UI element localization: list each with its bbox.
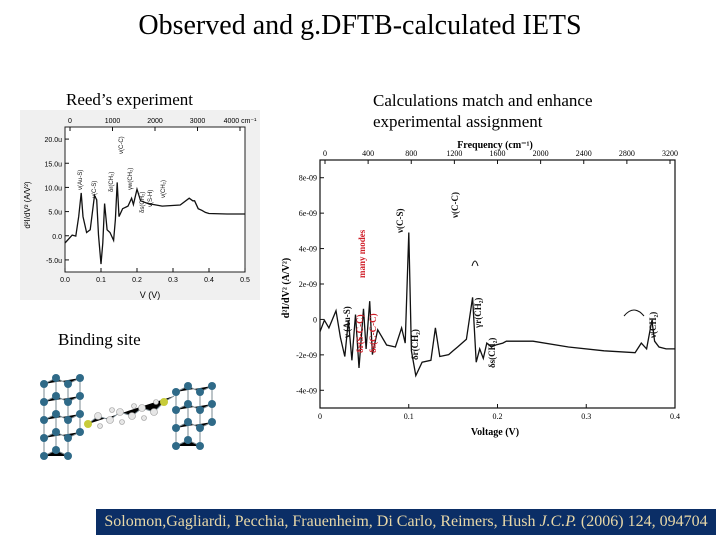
- brace-mark: [623, 309, 645, 317]
- citation-bar: Solomon,Gagliardi, Pecchia, Frauenheim, …: [96, 509, 716, 535]
- calc-annotation: ν(CH₂): [648, 312, 658, 339]
- citation-journal: J.C.P.: [539, 513, 577, 530]
- calc-y-tick-label: 6e-09: [299, 209, 317, 218]
- binding-site-label: Binding site: [58, 330, 141, 349]
- reed-annotation: ν(CH₂): [161, 180, 167, 198]
- reed-experiment-label: Reed’s experiment: [66, 90, 193, 109]
- slide-title: Observed and g.DFTB-calculated IETS: [138, 10, 582, 41]
- reed-top-tick-label: 2000: [147, 118, 163, 125]
- reed-x-tick-label: 0.5: [240, 277, 250, 284]
- calc-x-tick-label: 0.4: [670, 412, 680, 421]
- calc-y-tick-label: 0: [313, 315, 317, 324]
- reed-annotation: ν(S-H): [148, 190, 154, 207]
- calc-annotation: ν(C-C): [450, 192, 460, 219]
- reed-chart: 0.0 0.1 0.2 0.3 0.4 0.5 20.0u 15.0u 10.0u 5.0u 0.…: [20, 110, 260, 300]
- reed-y-tick-label: 0.0: [52, 234, 62, 241]
- calc-y-axis-label: d²I/dV² (A/V²): [281, 258, 292, 318]
- reed-x-axis-label: V (V): [140, 290, 161, 300]
- calc-x-axis-label: Voltage (V): [471, 427, 519, 438]
- binding-site-molecule: [40, 374, 216, 460]
- calc-series-line: [319, 232, 675, 378]
- reed-x-tick-label: 0.1: [96, 277, 106, 284]
- calc-y-tick-label: -2e-09: [296, 351, 317, 360]
- brace-mark: [471, 260, 479, 267]
- electrode-lattice-left: [43, 377, 81, 457]
- reed-annotation: δr(CH₂): [109, 172, 115, 192]
- calc-x-tick-label: 0.1: [404, 412, 414, 421]
- reed-annotation: ν(C-C): [119, 136, 125, 154]
- calc-x-tick-label: 0.2: [493, 412, 503, 421]
- calc-y-tick-label: 8e-09: [299, 174, 317, 183]
- reed-x-tick-label: 0.3: [168, 277, 178, 284]
- calc-chart-title: Frequency (cm⁻¹): [457, 140, 533, 151]
- reed-y-tick-label: 15.0u: [44, 161, 62, 168]
- calc-x-tick-label: 0: [318, 412, 322, 421]
- reed-y-tick-label: 10.0u: [44, 185, 62, 192]
- reed-annotation: ν(Au-S): [78, 170, 84, 190]
- calc-annotation: δs(C-C-C): [368, 313, 378, 353]
- calc-annotation-many-modes: many modes: [357, 229, 367, 278]
- calc-plot-frame: [319, 159, 676, 409]
- calc-top-tick-label: 2000: [533, 149, 549, 158]
- calc-annotation: ν (Au-S): [342, 306, 352, 339]
- calc-top-tick-label: 2800: [619, 149, 635, 158]
- reed-annotation: γw(CH₂): [128, 168, 134, 190]
- calculations-label: Calculations match and enhance experimen…: [373, 91, 593, 131]
- calc-top-tick-label: 0: [323, 149, 327, 158]
- reed-top-tick-label: 3000: [190, 118, 206, 125]
- calc-top-tick-label: 1600: [490, 149, 506, 158]
- citation-authors: Solomon,Gagliardi, Pecchia, Frauenheim, …: [104, 513, 540, 530]
- calc-top-tick-label: 400: [362, 149, 374, 158]
- reed-x-tick-label: 0.0: [60, 277, 70, 284]
- reed-top-tick-label: 1000: [105, 118, 121, 125]
- reed-plot-frame: [64, 126, 246, 273]
- calc-y-tick-label: 2e-09: [299, 280, 317, 289]
- reed-annotation: ν(C-S): [92, 181, 98, 198]
- calc-chart: 0 0.1 0.2 0.3 0.4 8e-09 6e-09 4e-09 2e-09 0 -2e-0…: [281, 140, 680, 438]
- calc-annotation: ν(C-S): [395, 208, 405, 234]
- reed-y-axis-label: d²I/dV² (A/V²): [23, 181, 32, 228]
- reed-series-line: [64, 182, 245, 265]
- calc-top-tick-label: 3200: [662, 149, 678, 158]
- citation-details: (2006) 124, 094704: [576, 513, 708, 530]
- reed-annotation: δs(CH₂): [140, 192, 146, 213]
- electrode-lattice-right: [175, 385, 213, 447]
- calc-annotation: δr(S-C-C): [355, 314, 365, 353]
- calc-y-tick-label: -4e-09: [296, 386, 317, 395]
- calc-annotation: γr(CH₂): [473, 298, 483, 329]
- calc-annotation: δr(CH₂): [410, 329, 420, 360]
- calc-annotation: δs(CH₂): [487, 338, 497, 368]
- reed-y-tick-label: 5.0u: [48, 210, 62, 217]
- reed-x-tick-label: 0.2: [132, 277, 142, 284]
- reed-x-tick-label: 0.4: [204, 277, 214, 284]
- reed-top-tick-label: 4000 cm⁻¹: [224, 118, 258, 125]
- calc-y-tick-label: 4e-09: [299, 245, 317, 254]
- reed-y-tick-label: 20.0u: [44, 137, 62, 144]
- calc-x-tick-label: 0.3: [581, 412, 591, 421]
- reed-top-tick-label: 0: [68, 118, 72, 125]
- calc-top-tick-label: 800: [405, 149, 417, 158]
- reed-y-tick-label: -5.0u: [46, 258, 62, 265]
- calc-top-tick-label: 1200: [446, 149, 462, 158]
- calc-top-tick-label: 2400: [576, 149, 592, 158]
